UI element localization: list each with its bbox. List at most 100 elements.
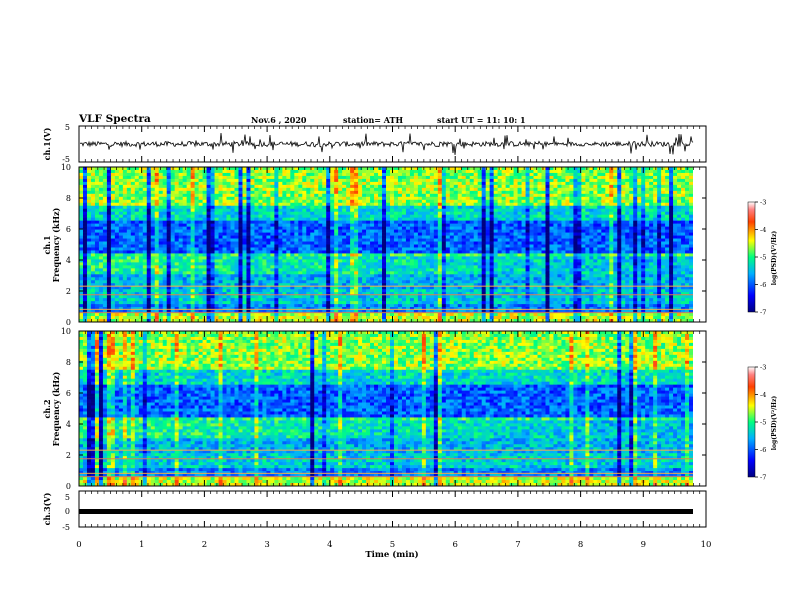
spectrogram-cell — [138, 262, 144, 266]
spectrogram-cell — [178, 172, 184, 177]
spectrogram-cell — [413, 184, 419, 189]
spectrogram-cell — [330, 175, 335, 180]
spectrogram-cell — [493, 214, 498, 219]
spectrogram-cell — [110, 253, 116, 257]
spectrogram-cell — [234, 196, 239, 201]
spectrogram-cell — [629, 208, 634, 213]
spectrogram-cell — [382, 208, 387, 213]
spectrogram-cell — [290, 178, 295, 183]
spectrogram-cell — [553, 187, 558, 192]
spectrogram-cell — [238, 253, 243, 257]
spectrogram-cell — [577, 208, 582, 213]
spectrogram-cell — [557, 199, 562, 204]
spectrogram-cell — [625, 223, 630, 227]
spectrogram-cell — [489, 184, 494, 189]
spectrogram-cell — [326, 211, 331, 216]
spectrogram-cell — [86, 199, 92, 204]
spectrogram-cell — [286, 208, 291, 213]
spectrogram-cell — [186, 190, 191, 195]
spectrogram-cell — [389, 232, 395, 236]
spectrogram-cell — [681, 208, 686, 213]
spectrogram-cell — [533, 202, 538, 207]
spectrogram-cell — [378, 220, 383, 224]
spectrogram-cell — [122, 241, 128, 245]
spectrogram-cell — [306, 214, 311, 219]
spectrogram-cell — [94, 241, 100, 245]
spectrogram-cell — [485, 238, 491, 242]
spectrogram-cell — [310, 250, 315, 254]
spectrogram-cell — [166, 205, 172, 210]
spectrogram-cell — [330, 244, 335, 248]
spectrogram-cell — [154, 259, 160, 263]
spectrogram-cell — [302, 259, 307, 263]
spectrogram-cell — [142, 175, 148, 180]
spectrogram-cell — [637, 193, 642, 198]
spectrogram-cell — [405, 229, 411, 233]
spectrogram-cell — [521, 232, 526, 236]
spectrogram-cell — [517, 256, 522, 260]
spectrogram-cell — [110, 167, 116, 171]
spectrogram-cell — [625, 232, 630, 236]
spectrogram-cell — [513, 244, 518, 248]
spectrogram-cell — [593, 184, 598, 189]
spectrogram-cell — [242, 223, 247, 227]
spectrogram-cell — [681, 211, 686, 216]
spectrogram-cell — [521, 187, 526, 192]
spectrogram-cell — [178, 217, 184, 221]
spectrogram-cell — [186, 167, 191, 171]
spectrogram-cell — [314, 259, 319, 263]
spectrogram-cell — [274, 202, 279, 207]
spectrogram-cell — [314, 250, 319, 254]
spectrogram-cell — [561, 205, 566, 210]
spectrogram-cell — [553, 169, 558, 174]
spectrogram-cell — [126, 205, 132, 210]
spectrogram-cell — [170, 253, 176, 257]
spectrogram-cell — [405, 241, 411, 245]
spectrogram-cell — [370, 220, 375, 224]
spectrogram-cell — [501, 214, 506, 219]
spectrogram-cell — [278, 184, 283, 189]
spectrogram-cell — [342, 247, 347, 251]
spectrogram-cell — [198, 211, 203, 216]
spectrogram-cell — [509, 241, 514, 245]
spectrogram-cell — [485, 208, 491, 213]
spectrogram-cell — [154, 169, 160, 174]
spectrogram-cell — [541, 175, 546, 180]
spectrogram-cell — [282, 229, 287, 233]
spectrogram-cell — [669, 175, 674, 180]
spectrogram-cell — [569, 172, 574, 177]
spectrogram-cell — [250, 167, 255, 171]
spectrogram-cell — [110, 187, 116, 192]
spectrogram-cell — [90, 244, 96, 248]
spectrogram-cell — [198, 220, 203, 224]
spectrogram-cell — [366, 250, 371, 254]
spectrogram-cell — [150, 217, 156, 221]
spectrogram-cell — [90, 199, 96, 204]
spectrogram-cell — [254, 172, 259, 177]
spectrogram-cell — [461, 217, 467, 221]
spectrogram-cell — [178, 175, 184, 180]
spectrogram-cell — [581, 256, 586, 260]
spectrogram-cell — [625, 220, 630, 224]
spectrogram-cell — [537, 181, 542, 186]
spectrogram-cell — [649, 181, 654, 186]
spectrogram-cell — [206, 172, 211, 177]
spectrogram-cell — [286, 253, 291, 257]
spectrogram-cell — [597, 223, 602, 227]
spectrogram-cell — [589, 211, 594, 216]
spectrogram-cell — [178, 214, 184, 219]
spectrogram-cell — [86, 187, 92, 192]
spectrogram-cell — [457, 229, 463, 233]
spectrogram-cell — [238, 259, 243, 263]
spectrogram-cell — [178, 199, 184, 204]
spectrogram-cell — [366, 229, 371, 233]
spectrogram-cell — [429, 238, 435, 242]
spectrogram-cell — [637, 217, 642, 221]
spectrogram-cell — [565, 259, 570, 263]
spectrogram-cell — [509, 259, 514, 263]
spectrogram-cell — [314, 172, 319, 177]
spectrogram-cell — [637, 259, 642, 263]
spectrogram-cell — [170, 244, 176, 248]
spectrogram-cell — [413, 217, 419, 221]
spectrogram-cell — [557, 167, 562, 171]
